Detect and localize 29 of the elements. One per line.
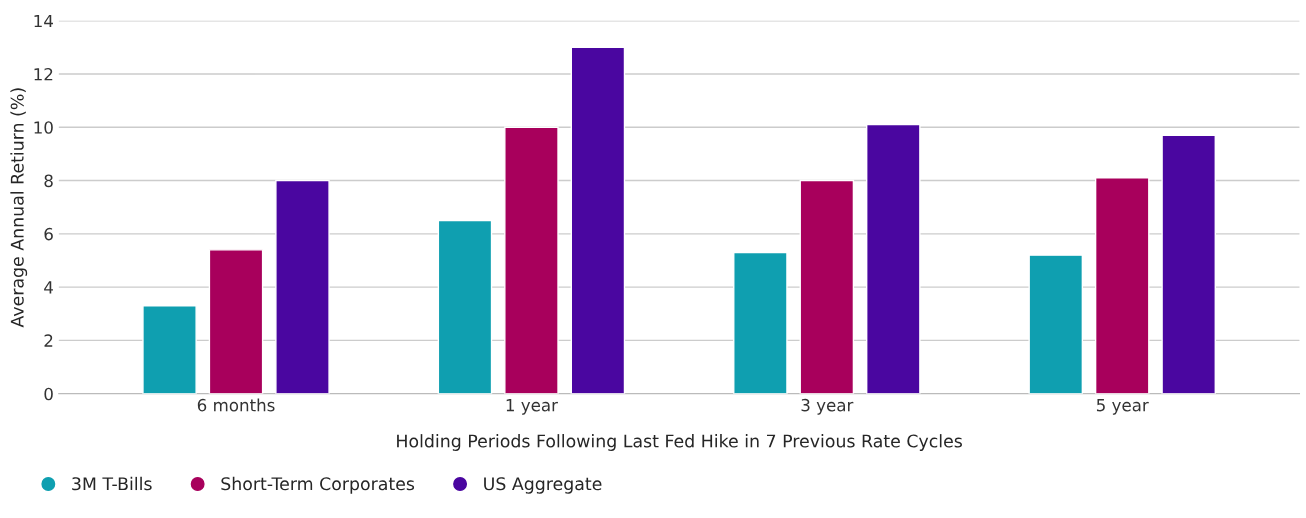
x-tick-label: 6 months <box>197 398 275 412</box>
bar <box>208 249 264 394</box>
bar <box>1094 177 1150 394</box>
y-axis-title: Average Annual Retiurn (%) <box>10 88 28 328</box>
bar <box>437 219 493 394</box>
bar <box>570 46 626 394</box>
bar <box>504 126 559 394</box>
x-tick-label: 3 year <box>801 398 854 415</box>
legend-label: US Aggregate <box>484 477 602 494</box>
y-tick-label: 4 <box>44 281 53 294</box>
x-tick-label: 1 year <box>506 399 558 415</box>
legend-label: Short-Term Corporates <box>221 476 415 494</box>
legend-label: 3M T-Bills <box>72 476 152 491</box>
y-tick-label: 10 <box>34 121 53 134</box>
y-tick-label: 2 <box>44 334 53 347</box>
bar <box>733 251 788 394</box>
bar <box>1161 134 1216 394</box>
y-tick-label: 12 <box>34 67 53 81</box>
y-tick-label: 14 <box>34 14 53 28</box>
x-tick-label: 5 year <box>1096 399 1149 415</box>
bar <box>142 305 197 394</box>
bar <box>866 123 921 394</box>
x-axis-title: Holding Periods Following Last Fed Hike in 7 Previous Rate Cycles <box>397 434 962 451</box>
y-tick-label: 0 <box>44 387 53 401</box>
bar <box>275 179 330 394</box>
bar <box>1028 254 1084 394</box>
bar <box>799 179 855 394</box>
y-tick-label: 6 <box>44 227 53 241</box>
y-tick-label: 8 <box>44 174 53 188</box>
